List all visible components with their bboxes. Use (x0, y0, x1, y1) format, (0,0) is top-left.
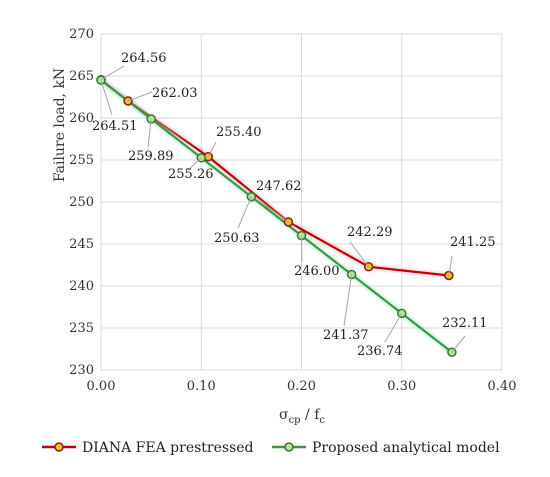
leader-line (451, 335, 466, 353)
data-label: 242.29 (347, 225, 393, 240)
legend-marker-analytical (284, 442, 294, 452)
data-label: 241.37 (323, 328, 369, 343)
label-layer: 264.56 262.03 255.40 247.62 242.29 241.25 264.… (92, 51, 496, 359)
data-label: 236.74 (357, 344, 403, 359)
data-label: 264.56 (121, 51, 167, 66)
x-tick-label: 0.40 (488, 379, 517, 394)
x-tick-label: 0.30 (387, 379, 416, 394)
series-line (100, 79, 453, 354)
x-axis-title-sub-c: c (319, 415, 325, 426)
data-label: 259.89 (128, 149, 174, 164)
leader-line (147, 118, 152, 149)
y-tick-label: 245 (69, 237, 94, 252)
leader-line (255, 198, 289, 223)
x-axis-title-sigma: σ (279, 407, 289, 423)
y-tick-label: 270 (69, 27, 94, 42)
data-label: 232.11 (442, 316, 488, 331)
series-line (100, 78, 449, 277)
leader-line (187, 157, 202, 171)
data-label: 246.00 (294, 264, 340, 279)
axis-layer: 230 235 240 245 250 255 260 265 270 0.00 0.10 0.20 0… (69, 27, 516, 394)
leader-line (127, 91, 153, 102)
leader-line (349, 241, 370, 268)
y-tick-label: 255 (69, 153, 94, 168)
y-tick-label: 260 (69, 111, 94, 126)
y-tick-label: 240 (69, 279, 94, 294)
data-label: 264.51 (92, 119, 138, 134)
leader-line (237, 196, 252, 229)
x-tick-label: 0.00 (87, 379, 116, 394)
data-label: 262.03 (152, 86, 198, 101)
data-label: 241.25 (450, 235, 496, 250)
legend-marker-diana (54, 442, 64, 452)
leader-line (384, 313, 403, 343)
series-line-glow (98, 76, 450, 279)
data-label: 255.40 (216, 125, 262, 140)
data-label: 247.62 (256, 179, 302, 194)
data-point (123, 96, 133, 106)
data-label: 250.63 (214, 231, 260, 246)
x-tick-label: 0.20 (287, 379, 316, 394)
y-tick-label: 230 (69, 363, 94, 378)
data-label: 255.26 (168, 167, 214, 182)
y-tick-label: 250 (69, 195, 94, 210)
x-axis-title-sub-cp: cp (289, 415, 301, 426)
leader-line (343, 274, 353, 327)
y-tick-label: 265 (69, 69, 94, 84)
leader-line (100, 79, 113, 116)
x-axis-title: σcp / fc (279, 407, 325, 426)
y-axis-title: Failure load, kN (52, 68, 68, 182)
legend-label-analytical: Proposed analytical model (312, 440, 500, 456)
x-axis-title-fc: / f (301, 407, 322, 423)
x-tick-label: 0.10 (187, 379, 216, 394)
series-layer (96, 74, 457, 358)
legend: DIANA FEA prestressed Proposed analytica… (42, 440, 500, 456)
leader-line (100, 65, 125, 81)
y-tick-label: 235 (69, 321, 94, 336)
leader-line (207, 141, 217, 157)
leader-line (301, 235, 303, 263)
leader-line (448, 255, 453, 276)
legend-label-diana: DIANA FEA prestressed (82, 440, 254, 456)
